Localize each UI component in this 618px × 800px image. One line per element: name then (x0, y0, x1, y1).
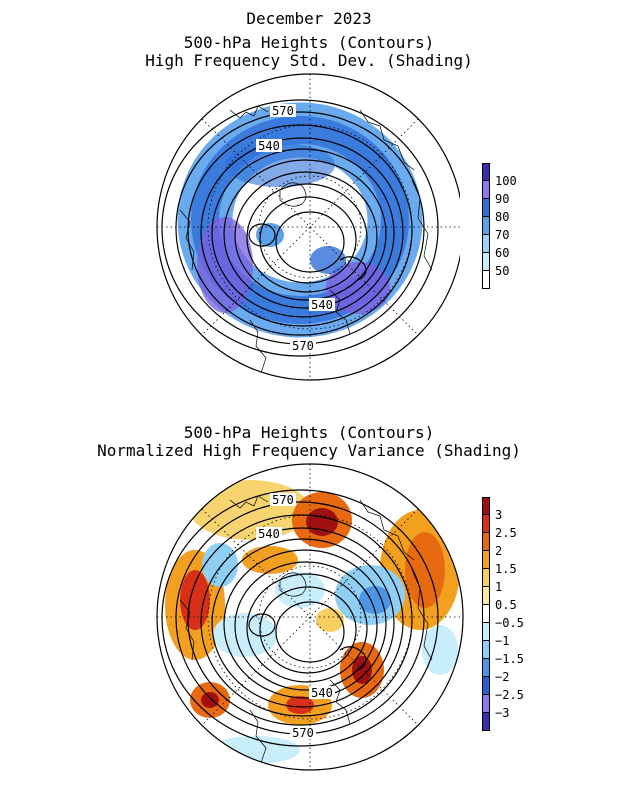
colorbar-swatch (482, 199, 490, 217)
colorbar-swatch (482, 659, 490, 677)
panel2-map-boundary (156, 463, 464, 771)
colorbar-label: 70 (495, 228, 510, 242)
panel1-map-content (157, 74, 460, 380)
colorbar-label: 1 (495, 580, 503, 594)
panel1-contour-label: 540 (258, 139, 280, 153)
panel1-map-boundary (156, 73, 460, 381)
colorbar-label: 90 (495, 192, 510, 206)
colorbar-swatch (482, 181, 490, 199)
panel2-contour-label-group: 570 540 540 570 (256, 493, 335, 740)
colorbar-label: −3 (495, 706, 510, 720)
panel1-contour-label: 540 (311, 298, 333, 312)
colorbar-label: 2 (495, 544, 503, 558)
panel1-contour-label-group: 570 540 540 570 (256, 104, 335, 353)
colorbar-swatch (482, 235, 490, 253)
colorbar-swatch (482, 497, 490, 515)
panel2-title-line1: 500-hPa Heights (Contours) (183, 423, 435, 442)
panel1-contour-label: 570 (292, 339, 314, 353)
map-month-title: December 2023 (246, 9, 372, 28)
panel2-colorbar: 3 2.5 2 1.5 1 0.5 −0.5 −1 −1.5 −2 −2.5 −3 (482, 497, 542, 731)
colorbar-label: 100 (495, 174, 517, 188)
colorbar-swatch (482, 587, 490, 605)
colorbar-swatch (482, 623, 490, 641)
panel1-graticule (157, 74, 460, 380)
colorbar-label: −1 (495, 634, 510, 648)
panel1-shading (177, 102, 423, 338)
colorbar-swatch (482, 551, 490, 569)
colorbar-label: 3 (495, 508, 503, 522)
colorbar-swatch (482, 271, 490, 289)
panel2-map-content (157, 464, 463, 770)
colorbar-label: −2 (495, 670, 510, 684)
panel2-contour-label: 570 (292, 726, 314, 740)
colorbar-label: 2.5 (495, 526, 517, 540)
panel2-contour-label: 540 (311, 686, 333, 700)
panel2-shading (165, 480, 460, 764)
panel2-graticule (157, 464, 463, 770)
panel1-title-line2: High Frequency Std. Dev. (Shading) (145, 51, 473, 70)
colorbar-swatch (482, 713, 490, 731)
panel1-coastlines (179, 105, 433, 377)
colorbar-swatch (482, 163, 490, 181)
colorbar-label: 0.5 (495, 598, 517, 612)
panel1-polar-map: 570 540 540 570 (156, 73, 460, 381)
panel1-colorbar: 100 90 80 70 60 50 (482, 163, 542, 289)
panel1-contour-label: 570 (272, 104, 294, 118)
colorbar-swatch (482, 253, 490, 271)
colorbar-swatch (482, 533, 490, 551)
panel2-contour-label: 570 (272, 493, 294, 507)
colorbar-swatch (482, 217, 490, 235)
panel2-title-line2: Normalized High Frequency Variance (Shad… (97, 441, 521, 460)
colorbar-label: 1.5 (495, 562, 517, 576)
colorbar-swatch (482, 605, 490, 623)
colorbar-swatch (482, 569, 490, 587)
colorbar-swatch (482, 695, 490, 713)
panel2-polar-map: 570 540 540 570 (156, 463, 464, 771)
colorbar-label: −2.5 (495, 688, 524, 702)
panel1-title-line1: 500-hPa Heights (Contours) (183, 33, 435, 52)
colorbar-label: −1.5 (495, 652, 524, 666)
colorbar-label: 50 (495, 264, 510, 278)
colorbar-swatch (482, 677, 490, 695)
colorbar-label: 80 (495, 210, 510, 224)
colorbar-label: 60 (495, 246, 510, 260)
colorbar-label: −0.5 (495, 616, 524, 630)
panel2-coastlines (179, 495, 433, 767)
colorbar-swatch (482, 515, 490, 533)
colorbar-swatch (482, 641, 490, 659)
panel2-contour-label: 540 (258, 527, 280, 541)
